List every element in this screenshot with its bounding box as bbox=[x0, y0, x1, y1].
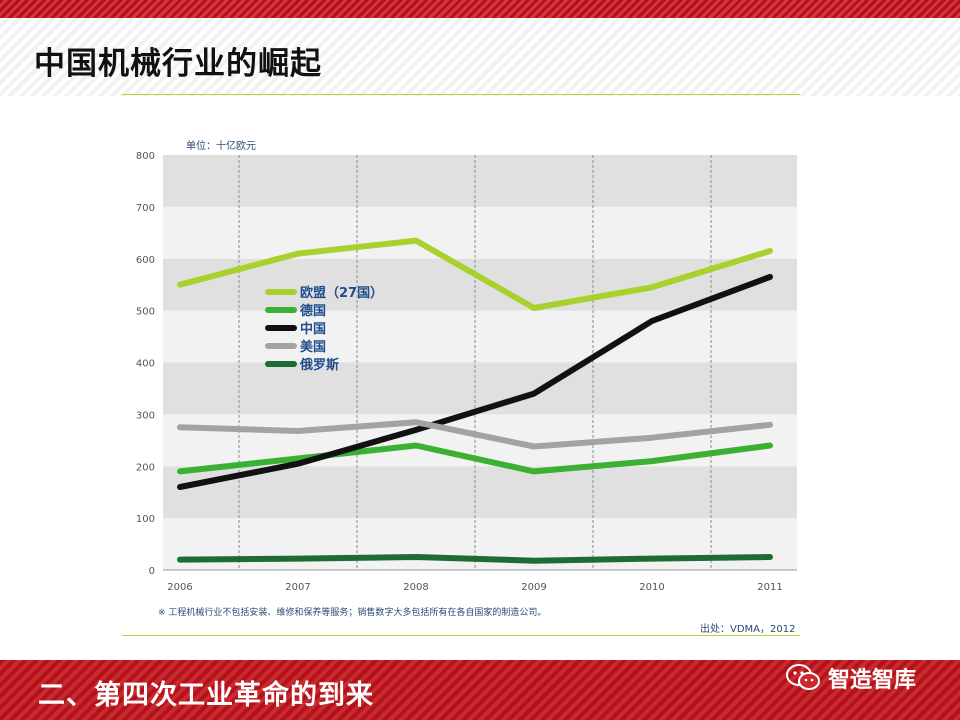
grid-band bbox=[163, 518, 797, 570]
chart-unit-label: 单位：十亿欧元 bbox=[186, 141, 256, 152]
legend-label-0: 欧盟（27国） bbox=[300, 285, 383, 301]
series-line-2 bbox=[177, 273, 773, 490]
section-title: 二、第四次工业革命的到来 bbox=[38, 680, 374, 711]
y-tick-label: 200 bbox=[136, 462, 155, 473]
slide-title: 中国机械行业的崛起 bbox=[34, 46, 322, 82]
brand-name: 智造智库 bbox=[828, 668, 917, 693]
y-tick-label: 300 bbox=[136, 410, 155, 421]
grid-band bbox=[163, 206, 797, 259]
x-tick-label: 2011 bbox=[757, 582, 782, 593]
x-tick-label: 2006 bbox=[167, 582, 192, 593]
x-tick-label: 2008 bbox=[403, 582, 428, 593]
top-decor-bar bbox=[0, 0, 960, 18]
footer-bar bbox=[0, 660, 960, 720]
y-tick-label: 400 bbox=[136, 359, 155, 370]
grid-band bbox=[163, 310, 797, 363]
grid-band bbox=[163, 362, 797, 415]
chart-footnote: ※ 工程机械行业不包括安装、维修和保养等服务；销售数字大多包括所有在各自国家的制… bbox=[158, 608, 547, 618]
grid-band bbox=[163, 258, 797, 311]
x-tick-label: 2010 bbox=[639, 582, 664, 593]
series-line-0 bbox=[177, 237, 773, 311]
wechat-icon bbox=[786, 664, 820, 690]
series-line-4 bbox=[177, 554, 773, 564]
chart-source: 出处：VDMA，2012 bbox=[700, 624, 796, 635]
y-tick-label: 800 bbox=[136, 151, 155, 162]
x-tick-label: 2009 bbox=[521, 582, 546, 593]
y-tick-label: 600 bbox=[136, 255, 155, 266]
legend-label-4: 俄罗斯 bbox=[299, 357, 339, 373]
x-tick-label: 2007 bbox=[285, 582, 310, 593]
grid-band bbox=[163, 155, 797, 207]
legend-label-3: 美国 bbox=[300, 339, 326, 355]
bottom-divider bbox=[122, 635, 800, 636]
series-line-1 bbox=[177, 442, 773, 475]
y-tick-label: 100 bbox=[136, 514, 155, 525]
series-line-3 bbox=[177, 419, 773, 450]
legend-label-2: 中国 bbox=[300, 321, 326, 337]
brand: 智造智库 bbox=[786, 663, 916, 693]
legend-label-1: 德国 bbox=[300, 303, 326, 319]
y-tick-label: 700 bbox=[136, 203, 155, 214]
grid-band bbox=[163, 466, 797, 519]
title-divider bbox=[122, 94, 800, 95]
header-band bbox=[0, 18, 960, 96]
y-tick-label: 0 bbox=[149, 566, 155, 577]
y-tick-label: 500 bbox=[136, 307, 155, 318]
